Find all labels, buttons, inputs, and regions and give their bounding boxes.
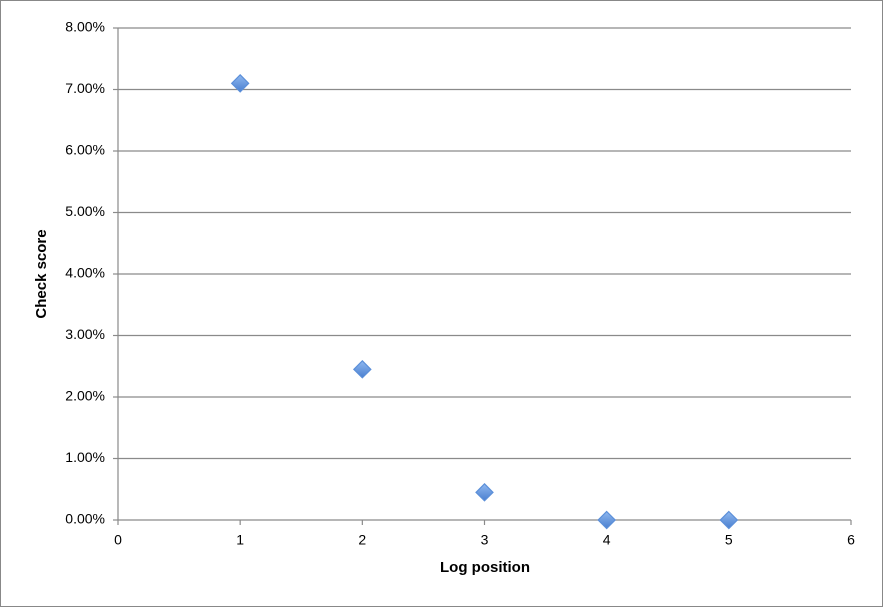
y-tick-label: 2.00% — [65, 388, 105, 404]
y-tick-label: 1.00% — [65, 449, 105, 465]
x-tick-label: 5 — [725, 532, 733, 548]
scatter-point — [352, 359, 372, 379]
y-tick-label: 4.00% — [65, 265, 105, 281]
y-tick-label: 3.00% — [65, 326, 105, 342]
x-axis-title: Log position — [440, 559, 530, 576]
scatter-point — [597, 510, 617, 530]
y-axis-title: Check score — [33, 229, 50, 318]
y-tick-label: 8.00% — [65, 19, 105, 35]
x-tick-label: 0 — [114, 532, 122, 548]
x-tick-label: 4 — [603, 532, 611, 548]
y-tick-label: 5.00% — [65, 203, 105, 219]
scatter-point — [475, 482, 494, 502]
y-tick-label: 0.00% — [65, 511, 105, 527]
y-tick-label: 7.00% — [65, 80, 105, 96]
x-tick-label: 6 — [847, 532, 855, 548]
scatter-point — [230, 74, 250, 93]
scatter-point — [719, 510, 739, 530]
x-tick-label: 1 — [236, 532, 244, 548]
x-tick-label: 2 — [358, 532, 366, 548]
x-tick-label: 3 — [481, 532, 489, 548]
y-tick-label: 6.00% — [65, 142, 105, 158]
